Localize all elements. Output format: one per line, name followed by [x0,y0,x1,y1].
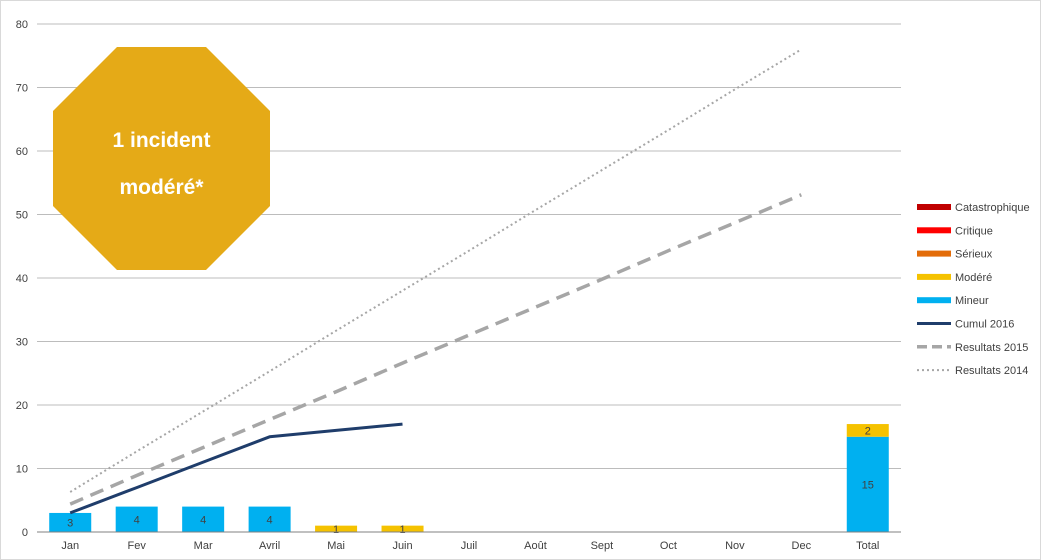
bars [49,424,889,532]
legend-label-catastrophique: Catastrophique [955,202,1030,214]
badge-text-line-1: 1 incident [112,129,210,152]
data-label-modere: 2 [865,425,871,437]
bar-modere [381,525,424,532]
legend-swatch-mineur [917,297,951,304]
bar-mineur [49,512,92,532]
bar-modere [846,424,889,437]
data-label-mineur: 4 [267,514,273,526]
legend-swatch-catastrophique [917,204,951,210]
legend: Catastrophique Critique Sérieux Modéré Mineu… [917,202,1030,377]
octagon-badge-shape [53,47,270,270]
legend-label-cumul-2016: Cumul 2016 [955,319,1014,331]
legend-swatch-critique [917,227,951,234]
y-tick-label: 80 [16,19,28,31]
badge-text-line-2: modéré* [119,176,204,199]
bar-mineur [182,506,225,532]
x-tick-label: Fev [128,540,147,552]
bar-mineur [846,436,889,532]
x-tick-label: Dec [792,540,812,552]
data-label-mineur: 4 [134,514,140,526]
legend-label-serieux: Sérieux [955,249,993,261]
bar-mineur [115,506,158,532]
data-label-modere: 1 [399,524,405,536]
y-tick-label: 50 [16,210,28,222]
series-lines [69,48,802,515]
y-tick-label: 60 [16,146,28,158]
data-label-mineur: 3 [67,517,73,529]
y-tick-label: 20 [16,400,28,412]
y-tick-label: 0 [22,527,28,539]
y-tick-label: 10 [16,464,28,476]
bar-mineur [248,506,291,532]
x-tick-label: Oct [660,540,677,552]
x-tick-label: Mar [194,540,213,552]
legend-swatch-modere [917,273,951,280]
line-resultats-2015 [69,193,802,506]
y-tick-label: 30 [16,337,28,349]
y-tick-label: 40 [16,273,28,285]
data-label-mineur: 4 [200,514,206,526]
legend-label-resultats-2014: Resultats 2014 [955,365,1028,377]
x-tick-label: Juil [461,540,478,552]
legend-label-resultats-2015: Resultats 2015 [955,342,1028,354]
data-label-mineur: 15 [862,479,874,491]
x-tick-label: Jan [61,540,79,552]
incident-badge: 1 incident modéré* [53,47,270,270]
line-cumul-2016 [69,422,403,515]
legend-swatch-serieux [917,250,951,257]
x-tick-label: Juin [392,540,412,552]
data-label-modere: 1 [333,524,339,536]
legend-label-critique: Critique [955,225,993,237]
x-tick-label: Sept [591,540,614,552]
axes: 0 10 20 30 40 50 60 70 80 Jan Fev Mar Avril Mai Juin Ju… [16,19,901,552]
x-tick-label: Nov [725,540,745,552]
bar-modere [315,525,358,532]
x-tick-label: Avril [259,540,280,552]
x-tick-label: Août [524,540,547,552]
y-tick-label: 70 [16,83,28,95]
x-tick-label: Total [856,540,879,552]
legend-label-mineur: Mineur [955,295,989,307]
legend-label-modere: Modéré [955,272,992,284]
data-labels: 3 4 4 4 1 1 15 2 [67,425,874,535]
x-tick-label: Mai [327,540,345,552]
